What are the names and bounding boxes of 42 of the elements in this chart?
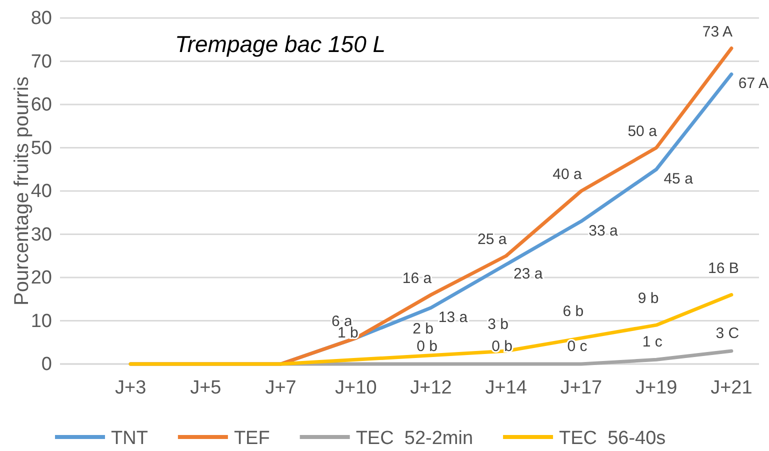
data-label: 16 a: [402, 270, 432, 287]
legend-label: TEC 52-2min: [356, 428, 474, 449]
data-label: 50 a: [628, 122, 658, 140]
x-tick-label: J+17: [560, 377, 602, 398]
y-tick-label: 30: [30, 224, 52, 246]
data-label: 33 a: [588, 222, 618, 240]
data-label: 0 c: [567, 338, 588, 355]
data-label: 1 c: [642, 334, 663, 351]
legend-label: TEC 56-40s: [559, 428, 666, 449]
x-tick-label: J+10: [335, 377, 377, 398]
data-label: 23 a: [514, 266, 544, 283]
y-tick-label: 80: [30, 8, 52, 30]
data-label: 3 C: [716, 325, 740, 342]
data-label: 3 b: [488, 316, 509, 334]
data-label: 2 b: [412, 320, 434, 338]
y-tick-label: 70: [30, 51, 52, 72]
x-tick-label: J+14: [485, 377, 528, 398]
y-tick-label: 40: [30, 181, 52, 202]
data-label: 0 b: [416, 338, 438, 355]
y-tick-label: 10: [30, 310, 52, 332]
data-label: 9 b: [638, 290, 659, 308]
y-tick-label: 0: [41, 354, 52, 376]
x-tick-label: J+5: [190, 377, 222, 398]
text: Trempage bac 150 L: [175, 31, 386, 57]
y-tick-label: 20: [30, 268, 52, 289]
y-tick-label: 50: [30, 138, 52, 159]
data-label: 16 B: [708, 260, 739, 277]
x-tick-label: J+21: [710, 377, 752, 398]
y-tick-label: 60: [30, 94, 52, 116]
data-label: 45 a: [664, 170, 694, 188]
data-label: 67 A: [738, 75, 768, 92]
data-label: 25 a: [478, 230, 508, 248]
x-tick-label: J+3: [114, 377, 146, 398]
data-label: 13 a: [438, 308, 468, 326]
x-tick-label: J+7: [265, 377, 296, 398]
data-label: 73 A: [702, 23, 732, 40]
x-tick-label: J+19: [635, 377, 678, 398]
legend-label: TNT: [111, 428, 148, 449]
legend-label: TEF: [234, 428, 270, 449]
data-label: 40 a: [552, 166, 582, 183]
data-label: 6 b: [562, 303, 584, 320]
x-tick-label: J+12: [410, 377, 452, 398]
